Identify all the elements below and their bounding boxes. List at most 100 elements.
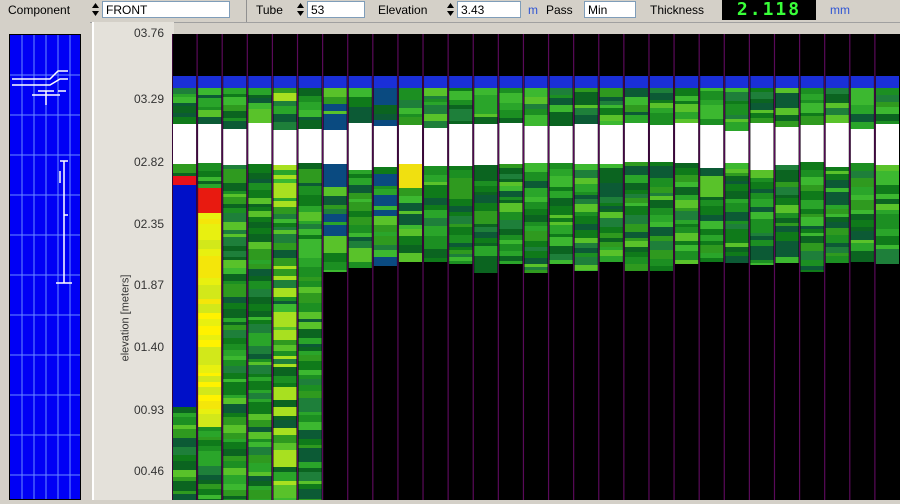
heat-cell	[700, 113, 724, 119]
heat-cell	[323, 164, 347, 171]
heat-cell	[323, 156, 347, 159]
heat-cell	[524, 172, 548, 181]
heat-cell	[198, 431, 222, 437]
heat-cell	[348, 217, 372, 225]
heat-cell	[649, 88, 674, 93]
heat-cell	[248, 320, 272, 324]
elevation-spinner-icon[interactable]	[446, 1, 455, 18]
heat-cell	[173, 407, 197, 413]
heat-cell	[524, 76, 548, 88]
heat-cell	[474, 211, 498, 214]
heat-cell	[298, 142, 322, 149]
heat-cell	[449, 216, 473, 224]
heat-cell	[499, 174, 523, 179]
heat-cell	[474, 124, 498, 128]
heat-cell	[599, 164, 623, 168]
heat-cell	[173, 399, 197, 407]
heat-cell	[549, 169, 573, 176]
heat-cell	[398, 253, 423, 260]
heat-cell	[223, 309, 247, 318]
heat-cell	[173, 270, 197, 279]
heat-cell	[524, 197, 548, 202]
heat-cell	[775, 198, 799, 205]
heat-cell	[424, 96, 448, 99]
heat-cell	[248, 414, 272, 420]
heat-cell	[424, 245, 448, 249]
heat-cell	[449, 257, 473, 261]
elevation-field[interactable]: 3.43	[457, 1, 521, 18]
heat-cell	[599, 256, 623, 262]
heat-cell	[549, 159, 573, 163]
heat-cell	[173, 145, 197, 151]
heat-cell	[800, 229, 824, 233]
heat-cell	[223, 194, 247, 197]
tube-spinner-icon[interactable]	[296, 1, 305, 18]
heat-cell	[198, 232, 222, 240]
heat-cell	[198, 98, 222, 107]
heat-cell	[373, 210, 397, 216]
heat-cell	[474, 265, 498, 273]
heat-cell	[248, 88, 272, 92]
heat-cell	[373, 263, 397, 266]
heat-cell	[449, 178, 473, 182]
heat-cell	[248, 129, 272, 133]
heat-cell	[398, 135, 423, 141]
heat-cell	[624, 183, 648, 186]
heat-cell	[700, 229, 724, 235]
heat-cell	[574, 253, 598, 257]
pass-field[interactable]: Min	[584, 1, 636, 18]
heat-cell	[273, 93, 297, 101]
heat-cell	[348, 161, 372, 170]
heat-cell	[750, 113, 774, 118]
heat-cell	[700, 168, 724, 176]
heat-cell	[825, 138, 849, 141]
heat-cell	[223, 234, 247, 237]
heat-cell	[173, 470, 197, 477]
heat-cell	[675, 146, 699, 153]
heat-cell	[750, 103, 774, 110]
heat-cell	[398, 236, 423, 245]
heat-cell	[198, 285, 222, 290]
heat-cell	[725, 140, 749, 145]
heat-cell	[875, 88, 899, 95]
heat-cell	[825, 131, 849, 138]
heat-cell	[850, 100, 874, 105]
heat-cell	[248, 393, 272, 399]
heat-cell	[449, 166, 473, 170]
heat-cell	[173, 185, 197, 189]
heat-cell	[825, 180, 849, 188]
heat-cell	[248, 190, 272, 198]
thickness-label: Thickness	[650, 3, 705, 17]
heat-cell	[273, 114, 297, 122]
heat-cell	[499, 203, 523, 212]
heat-cell	[474, 219, 498, 224]
heat-cell	[198, 326, 222, 335]
thickness-heatmap[interactable]	[172, 34, 900, 500]
heat-cell	[348, 185, 372, 193]
heat-cell	[725, 221, 749, 224]
heat-cell	[424, 121, 448, 128]
heat-cell	[825, 253, 849, 256]
heat-cell	[750, 161, 774, 170]
tube-field[interactable]: 53	[307, 1, 365, 18]
heat-cell	[825, 152, 849, 161]
overview-minimap[interactable]	[9, 34, 81, 500]
heat-cell	[248, 269, 272, 276]
heat-cell	[173, 376, 197, 381]
heat-cell	[725, 122, 749, 131]
component-field[interactable]: FRONT	[102, 1, 230, 18]
heat-cell	[198, 319, 222, 326]
heat-cell	[599, 97, 623, 101]
heat-cell	[348, 174, 372, 178]
heat-cell	[248, 346, 272, 354]
heat-cell	[273, 130, 297, 133]
heat-cell	[524, 209, 548, 215]
heat-cell	[850, 149, 874, 158]
component-spinner-icon[interactable]	[91, 1, 100, 18]
heat-cell	[424, 210, 448, 218]
heat-cell	[599, 88, 623, 97]
heat-cell	[273, 359, 297, 364]
heat-cell	[173, 173, 197, 176]
heat-cell	[599, 212, 623, 218]
heat-cell	[273, 443, 297, 450]
